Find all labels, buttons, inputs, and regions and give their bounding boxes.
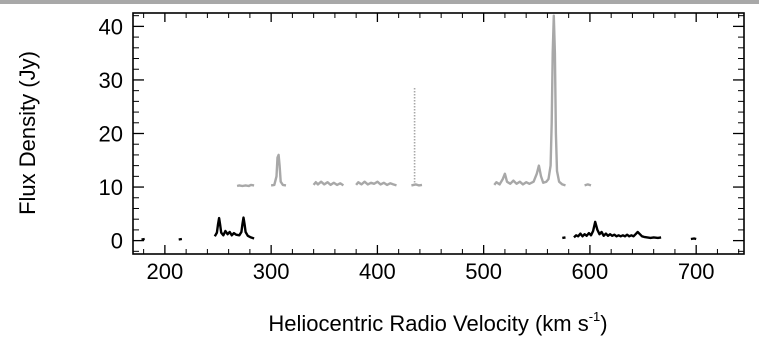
x-tick-label: 700 <box>678 259 715 284</box>
x-axis-title: Heliocentric Radio Velocity (km s-1) <box>268 309 607 336</box>
series-2-segment <box>213 216 255 240</box>
series-2-segment <box>562 236 566 240</box>
y-tick-label: 30 <box>99 68 123 93</box>
y-axis-title: Flux Density (Jy) <box>15 51 40 215</box>
series-0-segment <box>312 180 345 187</box>
series-layer <box>141 14 697 241</box>
y-tick-label: 0 <box>111 229 123 254</box>
series-0-segment <box>270 153 287 187</box>
series-0-segment <box>355 180 397 187</box>
plot-frame <box>132 12 745 255</box>
series-0-segment <box>584 183 592 187</box>
series-2-segment <box>178 237 183 241</box>
x-axis-title-superscript: -1 <box>589 309 601 324</box>
y-tick-label: 10 <box>99 175 123 200</box>
x-tick-label: 300 <box>253 259 290 284</box>
x-axis-title-main: Heliocentric Radio Velocity (km s <box>268 311 588 336</box>
series-2-segment <box>690 237 697 241</box>
y-tick-label: 20 <box>99 122 123 147</box>
axis-ticks <box>133 13 744 254</box>
x-tick-label: 200 <box>147 259 184 284</box>
y-tick-label: 40 <box>99 14 123 39</box>
x-tick-label: 500 <box>465 259 502 284</box>
series-0-segment <box>493 14 566 187</box>
x-tick-label: 600 <box>572 259 609 284</box>
x-tick-label: 400 <box>359 259 396 284</box>
x-axis-title-close: ) <box>600 311 607 336</box>
series-0-segment <box>411 183 423 187</box>
series-2-segment <box>573 220 662 240</box>
series-2-segment <box>141 237 145 241</box>
series-0-segment <box>236 183 255 188</box>
top-border-rule <box>0 0 759 4</box>
tick-labels: 200 300 400 500 600 700 0 10 20 30 40 <box>99 14 715 284</box>
